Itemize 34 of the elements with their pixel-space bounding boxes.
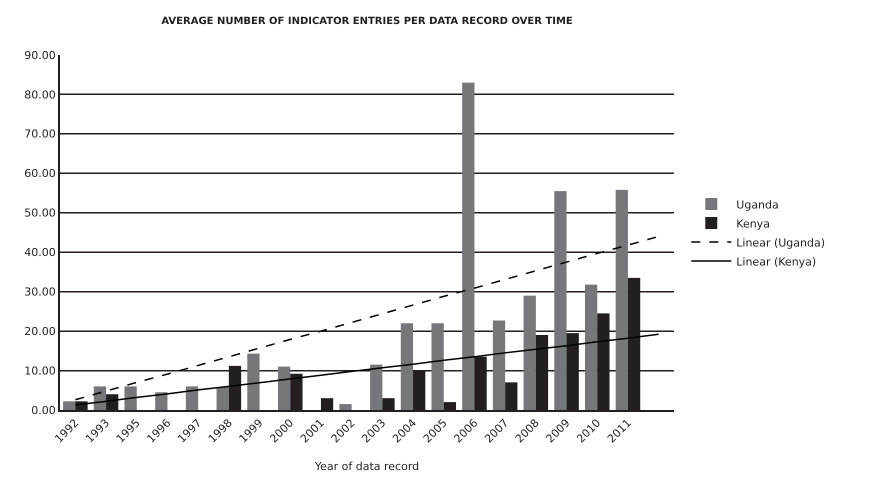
bar — [524, 296, 536, 410]
chart-title: AVERAGE NUMBER OF INDICATOR ENTRIES PER DATA RECORD OVER TIME — [161, 16, 573, 27]
y-tick-label: 60.00 — [24, 167, 56, 180]
bar — [339, 404, 352, 410]
bar — [616, 190, 628, 410]
bar — [124, 386, 137, 410]
bar — [584, 284, 598, 410]
bar — [370, 364, 382, 410]
y-tick-label: 20.00 — [24, 324, 56, 338]
bar — [278, 366, 290, 410]
y-tick-label: 70.00 — [24, 128, 56, 141]
y-tick-label: 10.00 — [24, 364, 56, 378]
bar — [247, 354, 260, 410]
bar — [186, 386, 198, 410]
y-tick-label: 0.00 — [31, 404, 56, 417]
bar — [492, 320, 506, 410]
bar — [400, 323, 414, 410]
legend-label: Kenya — [736, 217, 770, 230]
legend-label: Linear (Kenya) — [736, 255, 816, 268]
bar — [554, 191, 567, 410]
y-tick-label: 90.00 — [24, 48, 56, 62]
bar — [462, 82, 474, 410]
bar — [216, 387, 229, 410]
x-axis-title: Year of data record — [314, 460, 420, 474]
y-tick-label: 50.00 — [24, 206, 56, 220]
y-tick-label: 30.00 — [24, 286, 56, 299]
y-tick-label: 40.00 — [24, 246, 56, 260]
bar — [431, 323, 444, 410]
bar — [155, 392, 168, 410]
legend-label: Uganda — [736, 198, 779, 212]
legend-label: Linear (Uganda) — [736, 236, 826, 250]
y-tick-label: 80.00 — [24, 88, 56, 102]
bar — [63, 401, 76, 410]
line-series — [74, 334, 660, 406]
